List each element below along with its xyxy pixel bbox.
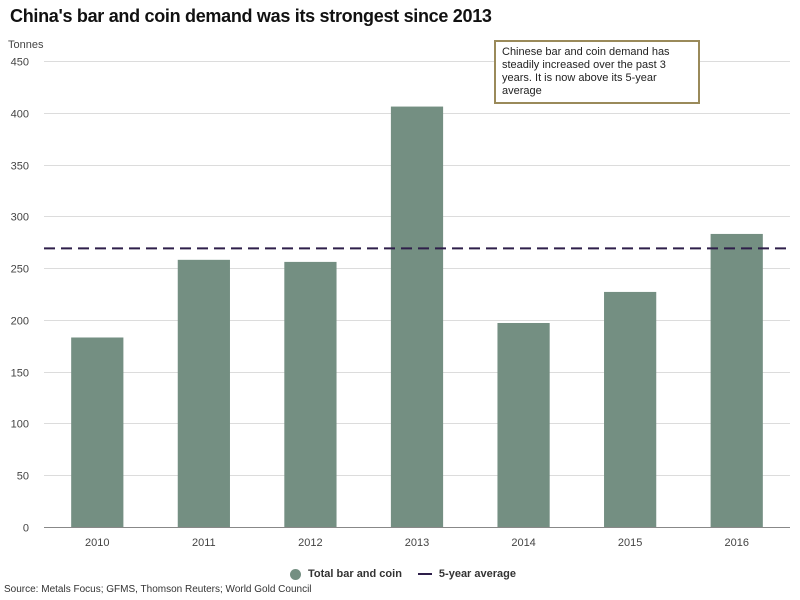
y-tick-label: 350 — [11, 161, 29, 173]
x-tick-label: 2011 — [192, 537, 216, 549]
x-tick-label: 2016 — [724, 537, 748, 549]
y-axis-ticks: 0 50 100 150 200 250 300 350 400 450 — [11, 57, 29, 535]
bar-2016 — [710, 233, 763, 527]
x-tick-label: 2013 — [405, 537, 429, 549]
y-tick-label: 200 — [11, 316, 29, 328]
bar-2013 — [390, 106, 444, 527]
x-tick-label: 2012 — [298, 537, 322, 549]
bars — [71, 106, 763, 527]
chart-title: China's bar and coin demand was its stro… — [10, 6, 492, 26]
y-axis-unit-label: Tonnes — [8, 39, 44, 51]
x-tick-label: 2014 — [511, 537, 535, 549]
y-tick-label: 100 — [11, 419, 29, 431]
legend: Total bar and coin 5-year average — [0, 566, 800, 582]
legend-item-bars: Total bar and coin — [290, 568, 402, 580]
y-tick-label: 450 — [11, 57, 29, 69]
y-tick-label: 250 — [11, 264, 29, 276]
legend-label-bars: Total bar and coin — [308, 568, 402, 580]
x-axis-ticks: 2010 2011 2012 2013 2014 2015 2016 — [85, 537, 749, 549]
annotation-box: Chinese bar and coin demand has steadily… — [494, 40, 700, 104]
bar-2015 — [604, 291, 657, 527]
bar-2010 — [71, 337, 124, 527]
x-tick-label: 2010 — [85, 537, 109, 549]
legend-dot-icon — [290, 568, 301, 580]
bar-2011 — [177, 259, 230, 527]
legend-dash-icon — [417, 573, 432, 575]
y-tick-label: 150 — [11, 368, 29, 380]
bar-2012 — [284, 261, 337, 527]
y-tick-label: 50 — [17, 471, 29, 483]
legend-item-average: 5-year average — [417, 568, 516, 580]
y-tick-label: 300 — [11, 212, 29, 224]
y-tick-label: 0 — [23, 523, 29, 535]
bar-2014 — [497, 322, 550, 527]
y-tick-label: 400 — [11, 109, 29, 121]
legend-label-average: 5-year average — [438, 568, 516, 580]
x-tick-label: 2015 — [618, 537, 642, 549]
source-note: Source: Metals Focus; GFMS, Thomson Reut… — [4, 584, 312, 595]
